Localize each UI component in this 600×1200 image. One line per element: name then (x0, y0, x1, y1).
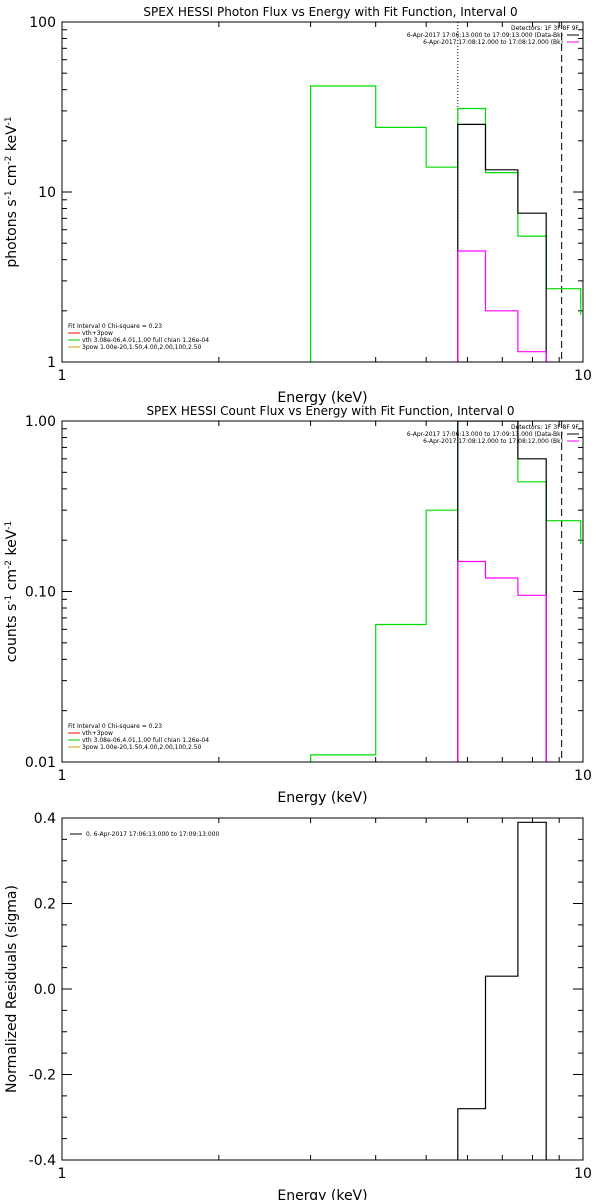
legend-header: Detectors: 1F 3F 8F 9F (511, 424, 580, 431)
y-axis-label: counts s-1 cm-2 keV-1 (4, 521, 20, 663)
axes-frame (61, 817, 584, 1161)
y-tick-label: 0.4 (34, 811, 56, 827)
chart-title: SPEX HESSI Photon Flux vs Energy with Fi… (143, 5, 517, 19)
legend-entry: 6-Apr-2017 17:06:13.000 to 17:09:13.000 … (407, 32, 563, 39)
axes-frame (61, 420, 584, 763)
y-axis-label-part: cm (4, 165, 20, 191)
y-tick-label: -0.2 (29, 1068, 56, 1084)
legend-entry: 0. 6-Apr-2017 17:06:13.000 to 17:09:13.0… (86, 831, 219, 838)
y-axis-label: Normalized Residuals (sigma) (4, 885, 20, 1093)
y-tick-label: 0.10 (25, 585, 56, 601)
y-tick-label: 1.00 (25, 414, 56, 430)
y-axis-label-part: counts s (4, 604, 20, 663)
y-tick-label: 0.01 (25, 755, 56, 771)
x-tick-label: 10 (574, 368, 592, 384)
y-tick-label: 10 (38, 185, 56, 201)
series-line-3 (457, 560, 547, 762)
x-tick-label: 10 (574, 1166, 592, 1182)
legend-entry: vth+3pow (82, 330, 113, 337)
y-axis-label: photons s-1 cm-2 keV-1 (4, 116, 20, 267)
x-tick-label: 1 (58, 768, 67, 784)
series-line-1 (310, 85, 582, 362)
series-line-2 (457, 421, 547, 762)
axes-frame (61, 21, 584, 363)
x-tick-label: 10 (574, 768, 592, 784)
x-axis-label: Energy (keV) (277, 390, 367, 406)
legend-header: Fit Interval 0 Chi-square = 0.23 (68, 723, 162, 730)
y-axis-label-part: photons s (4, 199, 20, 267)
series-line-2 (457, 123, 547, 362)
legend-header: Detectors: 1F 3F 8F 9F (511, 25, 580, 32)
series-line-1 (457, 821, 547, 1160)
legend-header: Fit Interval 0 Chi-square = 0.23 (68, 323, 162, 330)
y-axis-label-part: -1 (4, 116, 14, 125)
x-tick-label: 1 (58, 1166, 67, 1182)
legend-entry: vth 3.08e-06,4.01,1.00 full chian 1.26e-… (82, 337, 209, 344)
legend-entry: 6-Apr-2017 17:08:12.000 to 17:08:12.000 … (423, 39, 563, 46)
chart-panel-3: 1 10 -0.4 -0.2 0.0 0.2 0.4 Energy (keV) Normaliz… (4, 811, 592, 1200)
legend-entry: vth 3.08e-06,4.01,1.00 full chian 1.26e-… (82, 737, 209, 744)
chart-title: SPEX HESSI Count Flux vs Energy with Fit… (146, 404, 514, 418)
legend-entry: 3pow 1.00e-20,1.50,4.00,2.00,100,2.50 (82, 744, 202, 751)
legend-entry: vth+3pow (82, 730, 113, 737)
series-line-3 (457, 250, 547, 362)
y-axis-label-part: cm (4, 569, 20, 595)
y-tick-label: -0.4 (29, 1153, 56, 1169)
chart-panel-1: SPEX HESSI Photon Flux vs Energy with Fi… (4, 5, 592, 406)
legend-entry: 3pow 1.00e-20,1.50,4.00,2.00,100,2.50 (82, 344, 202, 351)
y-tick-label: 1 (47, 355, 56, 371)
series-line-1 (310, 421, 582, 762)
legend-entry: 6-Apr-2017 17:08:12.000 to 17:08:12.000 … (423, 438, 563, 445)
y-axis-label-part: -1 (4, 595, 14, 604)
y-axis-label-part: -2 (4, 156, 14, 165)
y-axis-label-part: keV (4, 125, 20, 156)
x-axis-label: Energy (keV) (277, 1188, 367, 1200)
chart-panel-2: SPEX HESSI Count Flux vs Energy with Fit… (4, 404, 592, 806)
legend-entry: 6-Apr-2017 17:06:13.000 to 17:09:13.000 … (407, 431, 563, 438)
y-tick-label: 100 (29, 15, 56, 31)
x-tick-label: 1 (58, 368, 67, 384)
y-axis-label-part: Normalized Residuals (sigma) (4, 885, 20, 1093)
y-tick-label: 0.0 (34, 982, 56, 998)
y-tick-label: 0.2 (34, 897, 56, 913)
y-axis-label-part: -2 (4, 560, 14, 569)
y-axis-label-part: keV (4, 529, 20, 560)
x-axis-label: Energy (keV) (277, 790, 367, 806)
y-axis-label-part: -1 (4, 521, 14, 530)
y-axis-label-part: -1 (4, 190, 14, 199)
